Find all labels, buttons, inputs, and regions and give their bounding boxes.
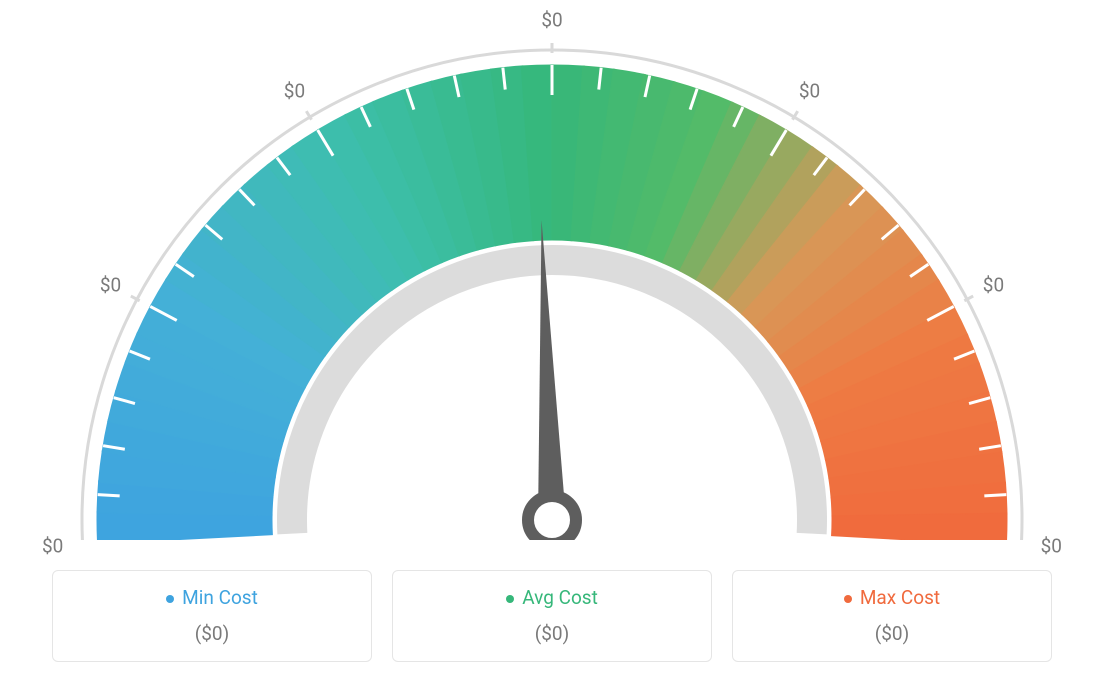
gauge-svg xyxy=(52,20,1052,540)
legend-dot-min xyxy=(166,595,174,603)
gauge-tick-label: $0 xyxy=(284,80,305,103)
legend-label-max: Max Cost xyxy=(860,585,940,612)
legend-title-min: Min Cost xyxy=(166,585,258,612)
legend-title-max: Max Cost xyxy=(844,585,940,612)
legend-value-min: ($0) xyxy=(53,622,371,645)
legend-title-avg: Avg Cost xyxy=(506,585,598,612)
legend-label-min: Min Cost xyxy=(182,585,258,612)
gauge-tick-label: $0 xyxy=(1041,535,1062,558)
legend-card-max: Max Cost ($0) xyxy=(732,570,1052,662)
gauge-tick-label: $0 xyxy=(541,9,562,32)
gauge-tick-label: $0 xyxy=(799,80,820,103)
legend-card-min: Min Cost ($0) xyxy=(52,570,372,662)
legend-value-avg: ($0) xyxy=(393,622,711,645)
legend-label-avg: Avg Cost xyxy=(522,585,598,612)
legend-value-max: ($0) xyxy=(733,622,1051,645)
legend-dot-avg xyxy=(506,595,514,603)
gauge-tick-label: $0 xyxy=(42,535,63,558)
gauge-tick-label: $0 xyxy=(983,274,1004,297)
legend-dot-max xyxy=(844,595,852,603)
gauge-chart: $0$0$0$0$0$0$0 xyxy=(52,20,1052,540)
gauge-tick-label: $0 xyxy=(100,274,121,297)
legend-card-avg: Avg Cost ($0) xyxy=(392,570,712,662)
legend-row: Min Cost ($0) Avg Cost ($0) Max Cost ($0… xyxy=(0,570,1104,662)
